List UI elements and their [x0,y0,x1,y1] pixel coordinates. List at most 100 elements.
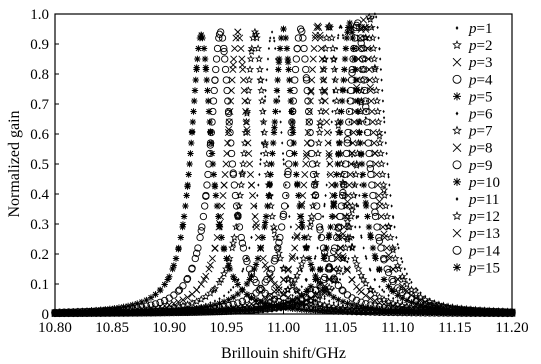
data-point-asterisk [453,177,461,186]
data-point-dot [367,78,370,82]
data-point-circle [452,74,462,84]
data-point-asterisk [399,295,406,302]
data-point-cross [222,160,230,168]
data-point-cross [407,291,415,299]
data-point-asterisk [330,308,337,315]
data-point-dot [332,90,335,94]
data-point-cross [350,128,358,137]
data-point-star [325,301,334,310]
series-p-8 [51,22,516,317]
data-point-star [201,292,210,301]
data-point-asterisk [321,307,328,315]
data-point-dot [309,301,313,305]
data-point-dot [325,183,328,187]
data-point-circle [383,265,391,273]
data-point-asterisk [458,310,465,317]
data-point-circle [220,47,228,56]
data-point-circle [204,170,212,179]
data-point-star [332,96,341,105]
data-point-cross [229,65,237,74]
data-point-star [348,201,357,210]
data-point-dot [263,99,267,103]
data-point-asterisk [275,59,283,66]
data-point-circle [305,107,313,116]
data-point-asterisk [344,300,351,307]
data-point-dot [377,36,380,40]
data-point-dot [401,260,404,264]
data-point-circle [369,191,377,200]
data-point-circle [284,167,292,176]
data-point-cross [231,44,239,53]
data-point-dot [260,151,263,156]
data-point-asterisk [316,280,324,288]
data-point-asterisk [129,301,136,309]
data-point-asterisk [207,129,214,136]
data-point-asterisk [285,66,292,73]
data-point-star [234,201,244,210]
data-point-circle [161,296,169,305]
data-point-circle [354,19,362,27]
legend-item: p=1 [455,21,492,37]
data-point-cross [346,170,354,179]
data-point-circle [188,265,196,273]
data-point-dot [323,297,326,301]
data-point-dot [416,288,419,292]
data-point-asterisk [280,300,287,308]
data-point-star [244,86,253,94]
data-point-circle [276,233,284,242]
data-point-dot [236,278,239,283]
data-point-asterisk [189,118,196,126]
data-point-star [316,299,325,308]
data-point-asterisk [357,150,365,157]
data-point-circle [306,128,314,137]
data-point-circle [222,76,231,84]
data-point-dot [256,193,259,198]
data-point-star [310,191,319,199]
data-point-star [271,233,280,241]
data-point-asterisk [305,255,313,262]
data-point-circle [234,299,242,307]
data-point-asterisk [307,261,315,268]
data-point-asterisk [361,192,369,199]
data-point-star [257,86,266,94]
data-point-asterisk [254,255,262,262]
data-point-asterisk [351,55,358,63]
data-point-star [197,295,206,303]
data-point-asterisk [340,76,347,84]
data-point-cross [320,76,328,84]
y-tick-label: 0.7 [30,97,49,113]
data-point-dot [386,162,389,166]
data-point-dot [204,309,207,314]
data-point-asterisk [172,255,180,262]
data-point-cross [366,76,374,84]
data-point-cross [339,254,348,263]
data-point-circle [338,286,346,294]
data-point-dot [313,256,317,261]
data-point-dot [222,294,226,298]
data-point-dot [369,268,372,272]
data-point-asterisk [180,213,188,220]
data-point-asterisk [435,310,443,317]
data-point-star [283,285,292,294]
data-point-circle [362,107,370,116]
data-point-star [313,159,322,168]
data-point-star [261,138,270,147]
data-point-asterisk [193,66,200,73]
data-point-asterisk [330,294,337,301]
data-point-circle [225,118,233,126]
data-point-star [343,235,352,243]
data-point-dot [341,33,345,37]
data-point-asterisk [267,171,274,178]
data-point-asterisk [335,296,342,303]
x-tick-label: 10.80 [38,320,72,336]
data-point-star [264,180,273,189]
data-point-cross [335,233,343,242]
data-point-dot [242,267,245,271]
data-point-circle [263,275,271,284]
data-point-dot [337,33,340,37]
data-point-circle [198,223,206,231]
data-point-cross [362,291,370,300]
data-point-cross [362,25,370,33]
data-point-star [350,180,359,189]
data-point-dot [388,183,391,187]
